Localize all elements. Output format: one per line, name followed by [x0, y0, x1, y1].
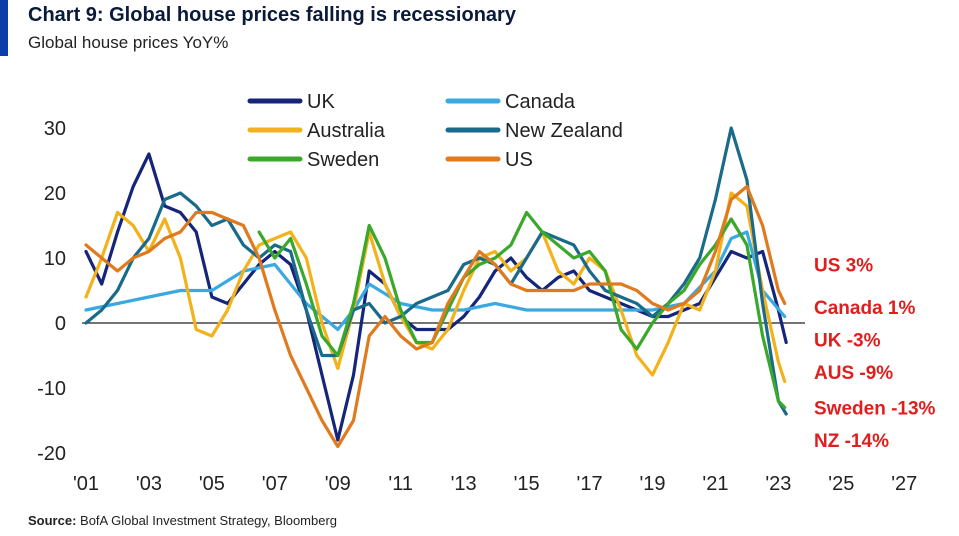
- end-label: Sweden -13%: [814, 399, 936, 420]
- y-tick-label: -20: [37, 443, 66, 465]
- x-tick-label: '23: [765, 473, 791, 495]
- x-tick-label: '15: [514, 473, 540, 495]
- x-tick-label: '17: [577, 473, 603, 495]
- chart-subtitle: Global house prices YoY%: [28, 33, 229, 52]
- x-tick-label: '25: [828, 473, 854, 495]
- series-layer: [84, 126, 788, 449]
- legend-label-canada: Canada: [505, 91, 576, 113]
- chart-title: Chart 9: Global house prices falling is …: [28, 4, 516, 26]
- legend-label-us: US: [505, 149, 533, 171]
- legend-label-new-zealand: New Zealand: [505, 120, 623, 142]
- legend: UK Canada Australia New Zealand Sweden US: [247, 91, 623, 171]
- x-tick-label: '13: [451, 473, 477, 495]
- end-label: AUS -9%: [814, 363, 893, 384]
- x-tick-label: '01: [73, 473, 99, 495]
- x-tick-label: '11: [388, 473, 413, 495]
- y-tick-label: 0: [55, 313, 66, 335]
- source-text: BofA Global Investment Strategy, Bloombe…: [80, 513, 338, 528]
- end-label: Canada 1%: [814, 298, 915, 319]
- end-label: NZ -14%: [814, 431, 889, 452]
- y-tick-label: 10: [44, 248, 66, 270]
- series-line-us: [84, 184, 787, 449]
- source-note: Source: BofA Global Investment Strategy,…: [28, 513, 337, 528]
- series-line-australia: [84, 191, 787, 384]
- x-tick-label: '09: [325, 473, 351, 495]
- x-tick-label: '19: [639, 473, 665, 495]
- axis-ticks: -20 -10 0 10 20 30 '01 '03 '05 '07 '09 '11 '13 '15 '17…: [37, 118, 917, 495]
- end-labels: US 3% Canada 1% UK -3% AUS -9% Sweden -13% NZ…: [814, 256, 936, 453]
- legend-label-uk: UK: [307, 91, 335, 113]
- x-tick-label: '05: [199, 473, 225, 495]
- end-label: US 3%: [814, 256, 873, 277]
- x-tick-label: '21: [702, 473, 728, 495]
- series-line-new-zealand: [84, 126, 788, 416]
- x-tick-label: '07: [262, 473, 288, 495]
- title-accent-bar: [0, 0, 8, 56]
- legend-label-sweden: Sweden: [307, 149, 379, 171]
- source-label: Source:: [28, 513, 77, 528]
- x-tick-label: '03: [136, 473, 162, 495]
- y-tick-label: 30: [44, 118, 66, 140]
- x-tick-label: '27: [891, 473, 917, 495]
- end-label: UK -3%: [814, 330, 881, 351]
- y-tick-label: 20: [44, 183, 66, 205]
- legend-label-australia: Australia: [307, 120, 386, 142]
- y-tick-label: -10: [37, 378, 66, 400]
- series-line-sweden: [257, 210, 787, 410]
